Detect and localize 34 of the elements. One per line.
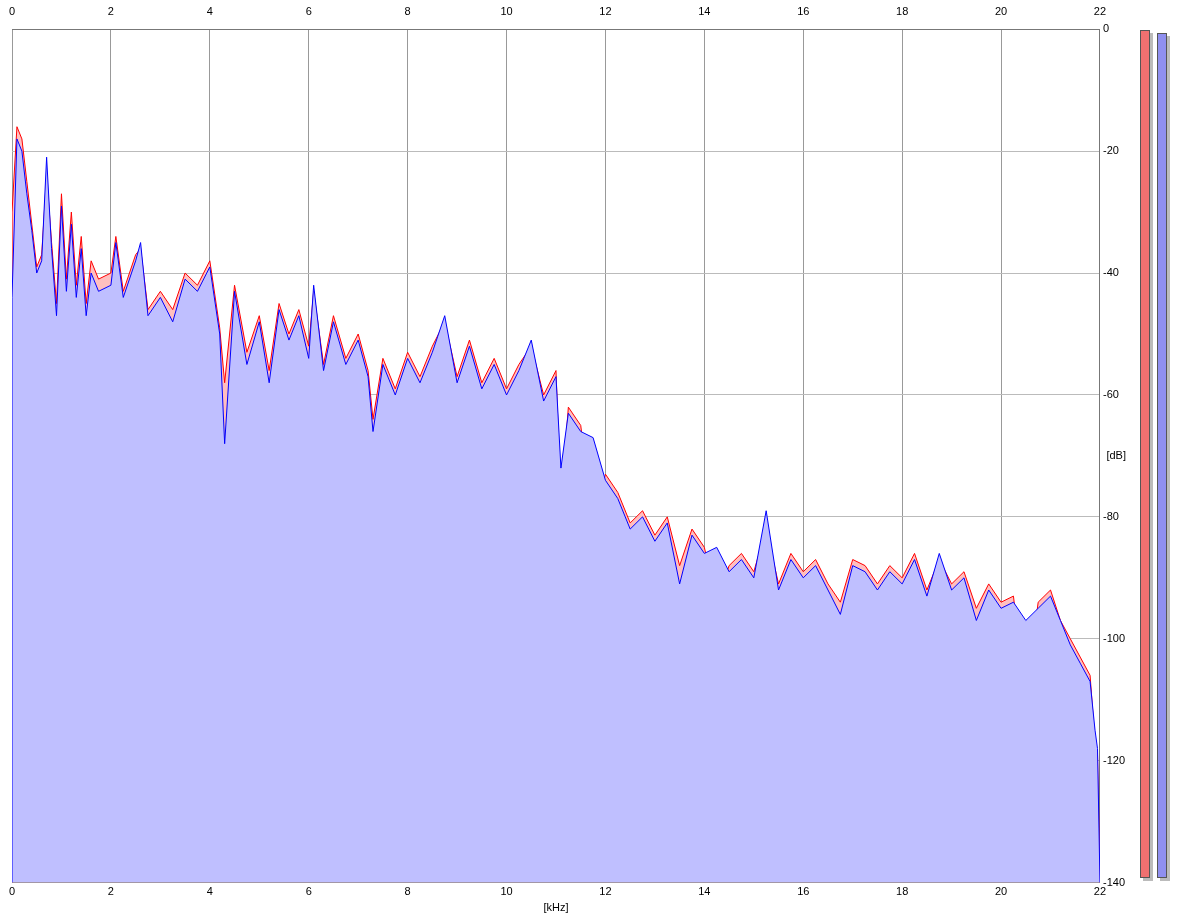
x2-tick-label: 14: [698, 4, 711, 17]
y-tick-label: -140: [1102, 875, 1126, 888]
x2-tick-label: 22: [1093, 4, 1107, 17]
x2-tick-label: 20: [994, 4, 1008, 17]
x-tick-label: 16: [797, 885, 810, 898]
y-tick-label: -20: [1102, 144, 1119, 157]
x2-tick-label: 0: [8, 4, 16, 17]
y-tick-label: -80: [1102, 509, 1119, 522]
x2-tick-label: 16: [797, 4, 810, 17]
x2-tick-label: 12: [599, 4, 612, 17]
x-tick-label: 14: [698, 885, 711, 898]
x2-tick-label: 10: [500, 4, 513, 17]
x-tick-label: 20: [994, 885, 1008, 898]
x2-tick-label: 4: [206, 4, 213, 17]
x-tick-label: 12: [599, 885, 612, 898]
x2-tick-label: 18: [896, 4, 909, 17]
y-tick-label: -120: [1102, 753, 1126, 766]
y-tick-label: -100: [1102, 631, 1126, 644]
y-tick-label: 0: [1102, 22, 1110, 35]
x2-tick-label: 2: [107, 4, 114, 17]
x-tick-label: 22: [1093, 885, 1107, 898]
x-axis-title: [kHz]: [543, 901, 569, 914]
x2-tick-label: 8: [404, 4, 411, 17]
x-tick-label: 0: [8, 885, 16, 898]
y-tick-label: -60: [1102, 387, 1119, 400]
y-axis-title: [dB]: [1106, 448, 1126, 461]
x-tick-label: 8: [404, 885, 411, 898]
x-tick-label: 10: [500, 885, 513, 898]
x-tick-label: 6: [305, 885, 312, 898]
x2-tick-label: 6: [305, 4, 312, 17]
x-tick-label: 18: [896, 885, 909, 898]
x-tick-label: 2: [107, 885, 114, 898]
y-tick-label: -40: [1102, 266, 1119, 279]
x-tick-label: 4: [206, 885, 213, 898]
